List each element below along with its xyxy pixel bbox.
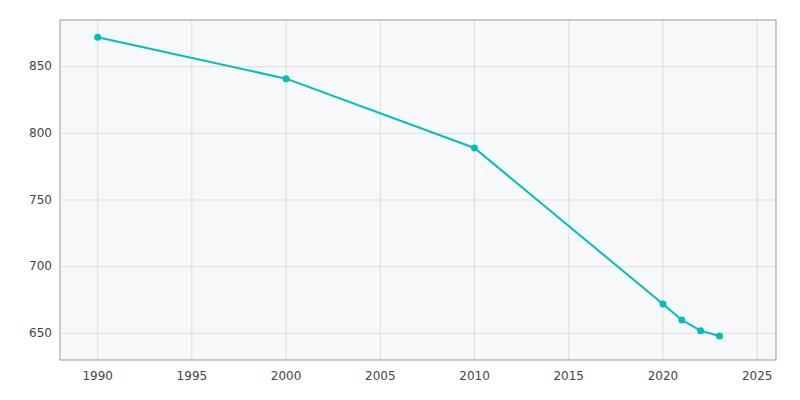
y-grid-line xyxy=(60,200,776,201)
point xyxy=(471,145,478,152)
plot-frame xyxy=(60,20,776,360)
x-tick-label: 2025 xyxy=(742,369,773,383)
x-tick-label: 2010 xyxy=(459,369,490,383)
x-grid-line xyxy=(380,20,381,360)
point xyxy=(283,75,290,82)
point xyxy=(94,34,101,41)
point xyxy=(678,317,685,324)
x-grid-line xyxy=(286,20,287,360)
y-tick-label: 850 xyxy=(29,59,52,73)
line xyxy=(98,37,720,336)
point xyxy=(659,301,666,308)
x-grid-line xyxy=(662,20,663,360)
chart-container: 650 700 750 800 850 1990 1995 2000 2005 2010 2015 2… xyxy=(0,0,800,400)
y-tick-label: 800 xyxy=(29,126,52,140)
x-grid-line xyxy=(757,20,758,360)
x-tick-label: 2015 xyxy=(553,369,584,383)
x-grid-line xyxy=(474,20,475,360)
y-tick-label: 650 xyxy=(29,326,52,340)
plot-background xyxy=(60,20,776,360)
y-grid-line xyxy=(60,133,776,134)
x-tick-label: 1995 xyxy=(177,369,208,383)
x-tick-label: 2020 xyxy=(648,369,679,383)
point xyxy=(716,333,723,340)
point xyxy=(697,327,704,334)
y-tick-label: 750 xyxy=(29,193,52,207)
x-grid-line xyxy=(568,20,569,360)
chart-svg: 650 700 750 800 850 1990 1995 2000 2005 2010 2015 2… xyxy=(0,0,800,400)
x-tick-label: 2005 xyxy=(365,369,396,383)
x-tick-label: 2000 xyxy=(271,369,302,383)
grid xyxy=(60,20,776,360)
y-grid-line xyxy=(60,266,776,267)
x-grid-line xyxy=(191,20,192,360)
y-tick-label: 700 xyxy=(29,259,52,273)
y-grid-line xyxy=(60,66,776,67)
series xyxy=(94,34,723,340)
y-grid-line xyxy=(60,333,776,334)
axes: 650 700 750 800 850 1990 1995 2000 2005 2010 2015 2… xyxy=(29,59,772,383)
x-tick-label: 1990 xyxy=(82,369,113,383)
x-grid-line xyxy=(97,20,98,360)
